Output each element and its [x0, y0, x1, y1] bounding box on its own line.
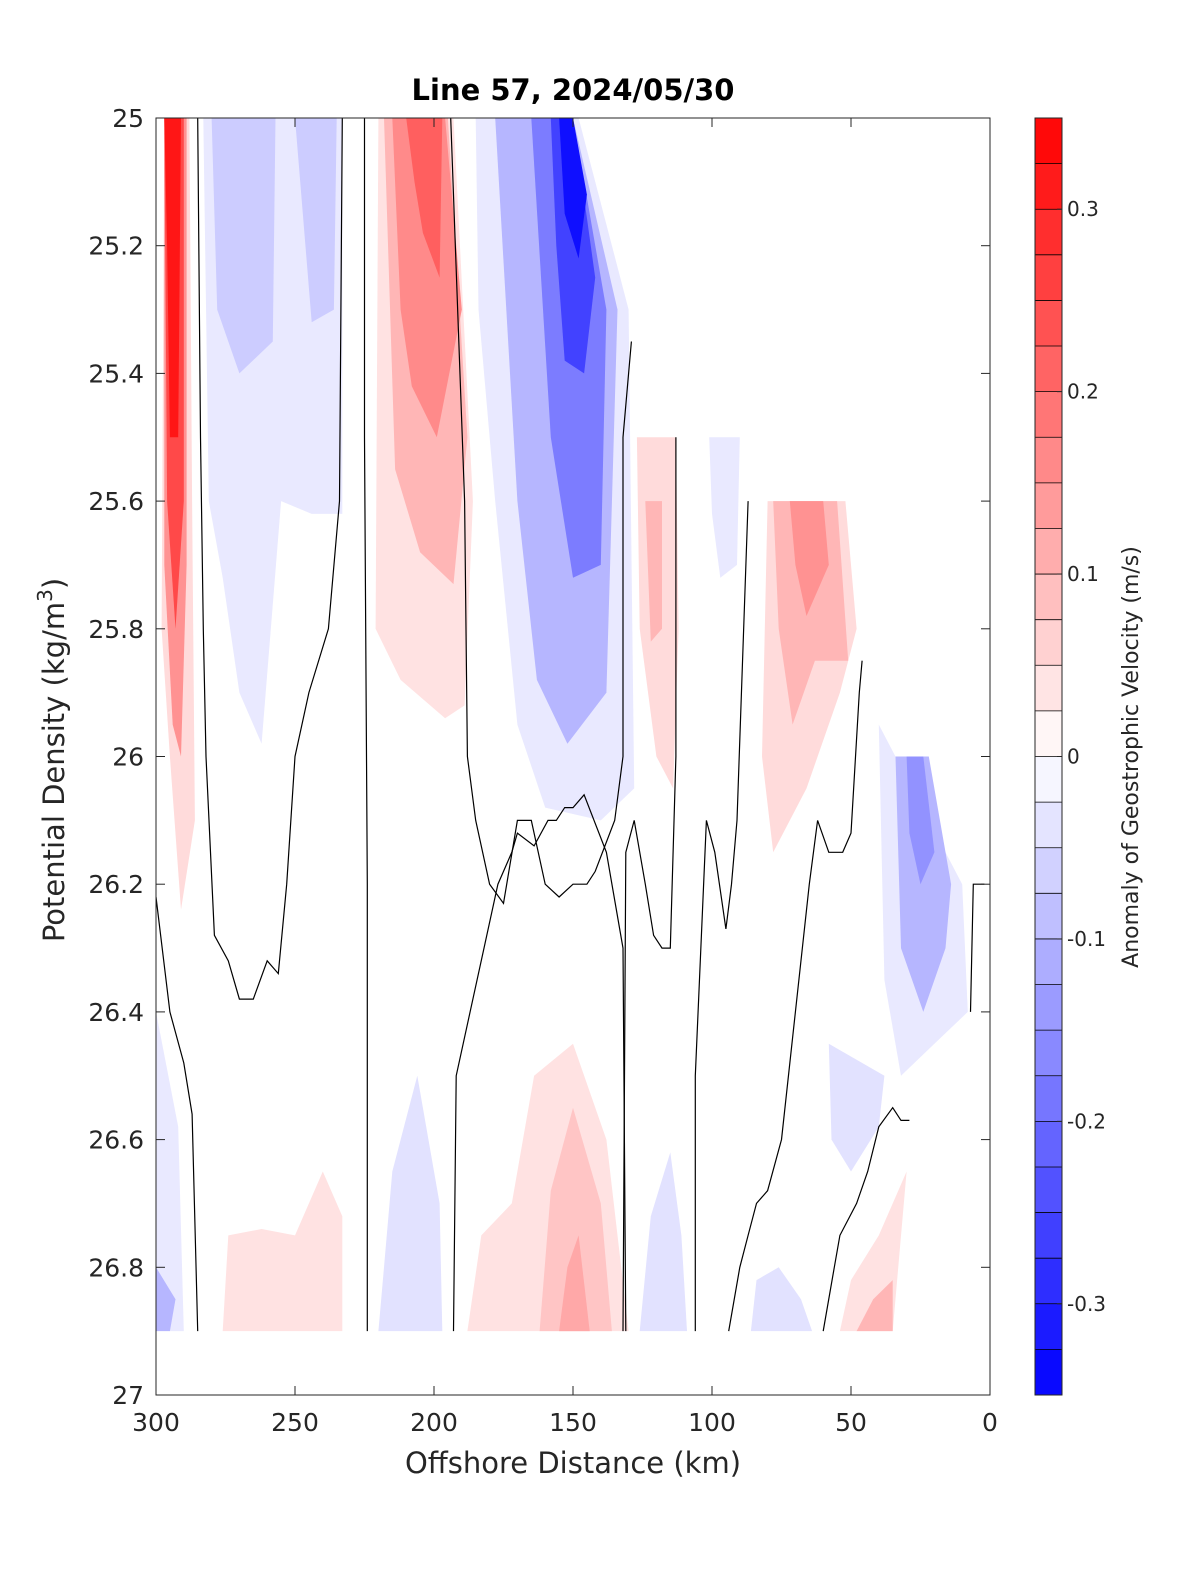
zero-contour-6 — [694, 501, 749, 1332]
anomaly-region-10 — [406, 118, 443, 278]
y-axis-title: Potential Density (kg/m3) — [33, 578, 71, 942]
colorbar-band — [1035, 984, 1062, 1031]
anomaly-region-30 — [539, 1107, 612, 1332]
colorbar-band — [1035, 346, 1062, 393]
x-axis-ticks: 300 250 200 150 100 50 0 — [132, 118, 998, 1437]
anomaly-region-9 — [392, 118, 462, 438]
colorbar-band — [1035, 482, 1062, 529]
anomaly-region-31 — [559, 1235, 590, 1332]
anomaly-region-34 — [828, 1043, 885, 1172]
y-axis-title-main: Potential Density (kg/m — [37, 602, 71, 942]
colorbar-band — [1035, 391, 1062, 438]
colorbar-tick-label: 0.3 — [1067, 197, 1099, 221]
colorbar-band — [1035, 665, 1062, 712]
y-tick-label: 26.6 — [88, 1126, 144, 1155]
anomaly-region-15 — [559, 118, 587, 259]
colorbar-band — [1035, 1030, 1062, 1077]
colorbar-band — [1035, 1303, 1062, 1350]
colorbar-band — [1035, 619, 1062, 666]
colorbar-band — [1035, 893, 1062, 940]
zero-contour-9 — [969, 883, 985, 1012]
colorbar-band — [1035, 756, 1062, 803]
y-tick-label: 25.4 — [88, 359, 144, 388]
colorbar-band — [1035, 254, 1062, 301]
y-axis-ticks: 25 25.2 25.4 25.6 25.8 26 26.2 26.4 26.6 26.8 27 — [88, 104, 990, 1410]
colorbar-tick-label: -0.3 — [1067, 1292, 1106, 1316]
chart-title: Line 57, 2024/05/30 — [412, 73, 735, 107]
x-tick-label: 200 — [410, 1408, 458, 1437]
colorbar-band — [1035, 209, 1062, 256]
anomaly-region-26 — [156, 1267, 176, 1332]
y-tick-label: 25.6 — [88, 487, 144, 516]
colorbar-band — [1035, 847, 1062, 894]
colorbar — [1034, 117, 1063, 1396]
anomaly-region-20 — [773, 501, 849, 725]
y-tick-label: 26.8 — [88, 1253, 144, 1282]
anomaly-region-6 — [295, 118, 337, 323]
zero-contour-7 — [728, 660, 863, 1332]
anomaly-region-36 — [856, 1280, 893, 1332]
colorbar-band — [1035, 574, 1062, 621]
anomaly-region-28 — [378, 1075, 443, 1332]
anomaly-region-33 — [750, 1267, 813, 1332]
colorbar-band — [1035, 437, 1062, 484]
y-tick-label: 25.2 — [88, 232, 144, 261]
colorbar-title: Anomaly of Geostrophic Velocity (m/s) — [1119, 546, 1144, 968]
x-axis-title: Offshore Distance (km) — [405, 1446, 741, 1480]
y-tick-label: 26 — [112, 743, 144, 772]
colorbar-band — [1035, 163, 1062, 210]
colorbar-ticks: 0.3 0.2 0.1 0 -0.1 -0.2 -0.3 — [1057, 197, 1106, 1316]
anomaly-region-27 — [222, 1171, 343, 1332]
colorbar-band — [1035, 710, 1062, 757]
colorbar-tick-label: 0 — [1067, 745, 1080, 769]
colorbar-band — [1035, 1121, 1062, 1168]
x-tick-label: 100 — [688, 1408, 736, 1437]
y-axis-title-superscript: 3 — [33, 589, 57, 602]
colorbar-band — [1035, 1349, 1062, 1396]
colorbar-band — [1035, 528, 1062, 575]
y-tick-label: 26.2 — [88, 870, 144, 899]
zero-contour-2 — [363, 118, 368, 1332]
y-tick-label: 26.4 — [88, 998, 144, 1027]
zero-contour-5 — [622, 437, 677, 1332]
colorbar-band — [1035, 1166, 1062, 1214]
anomaly-region-3 — [164, 118, 181, 438]
zero-contour-layer — [156, 118, 985, 1332]
x-tick-label: 0 — [982, 1408, 998, 1437]
colorbar-band — [1035, 1258, 1062, 1305]
colorbar-band — [1035, 118, 1062, 165]
colorbar-band — [1035, 1075, 1062, 1122]
zero-contour-8 — [822, 1106, 910, 1332]
filled-contour-layer — [156, 118, 968, 1332]
colorbar-tick-label: 0.1 — [1067, 562, 1099, 586]
anomaly-region-18 — [709, 437, 740, 578]
y-axis-title-close: ) — [37, 578, 71, 589]
anomaly-region-17 — [645, 501, 662, 642]
anomaly-region-32 — [639, 1152, 687, 1332]
y-tick-label: 25.8 — [88, 615, 144, 644]
zero-contour-3 — [450, 118, 632, 905]
y-tick-label: 25 — [112, 104, 144, 133]
zero-contour-4 — [452, 793, 627, 1332]
anomaly-region-21 — [789, 501, 829, 616]
colorbar-band — [1035, 938, 1062, 986]
x-tick-label: 150 — [549, 1408, 597, 1437]
colorbar-tick-label: 0.2 — [1067, 380, 1099, 404]
anomaly-region-24 — [906, 756, 935, 885]
x-tick-label: 250 — [271, 1408, 319, 1437]
zero-contour-1 — [156, 896, 199, 1332]
colorbar-tick-label: -0.2 — [1067, 1109, 1106, 1133]
y-tick-label: 27 — [112, 1381, 144, 1410]
anomaly-region-25 — [156, 1011, 184, 1332]
colorbar-band — [1035, 1212, 1062, 1259]
colorbar-band — [1035, 802, 1062, 849]
anomaly-region-5 — [211, 118, 276, 374]
x-tick-label: 300 — [132, 1408, 180, 1437]
zero-contour-0 — [197, 118, 343, 1000]
colorbar-tick-label: -0.1 — [1067, 927, 1106, 951]
colorbar-band — [1035, 300, 1062, 347]
x-tick-label: 50 — [835, 1408, 867, 1437]
anomaly-region-14 — [550, 118, 596, 374]
